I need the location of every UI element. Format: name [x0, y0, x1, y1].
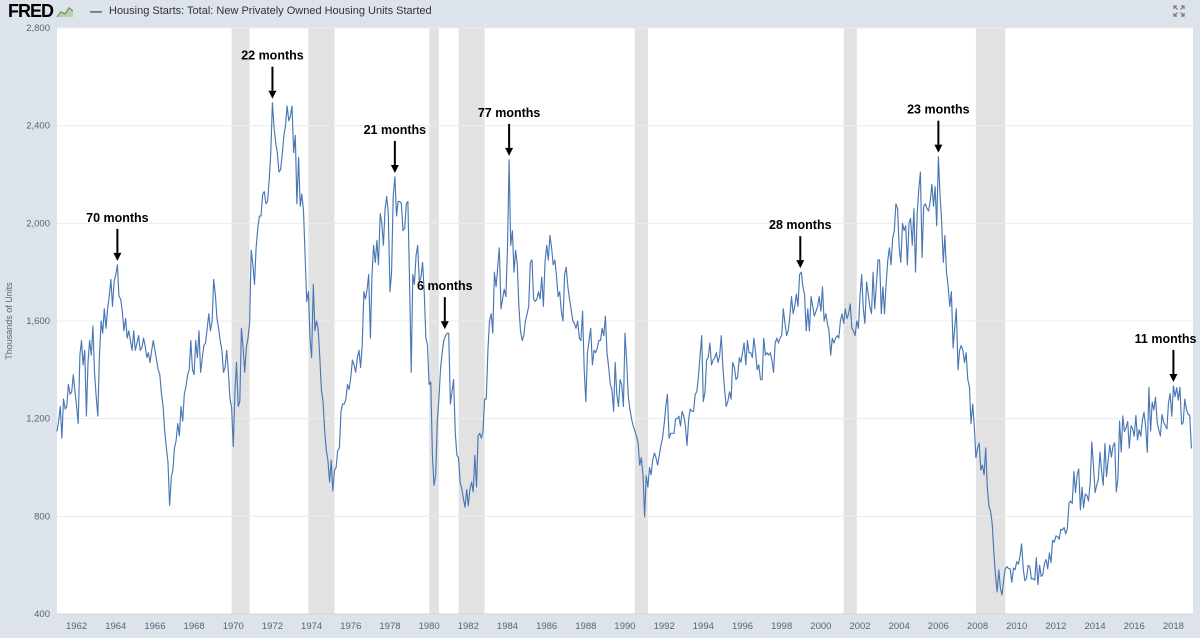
x-tick-label: 2018 — [1163, 621, 1184, 632]
x-tick-label: 2016 — [1124, 621, 1145, 632]
x-tick-label: 1972 — [262, 621, 283, 632]
annotation-label: 11 months — [1135, 332, 1197, 346]
x-tick-label: 1970 — [223, 621, 244, 632]
fred-logo-chart-icon — [56, 6, 74, 18]
fred-logo: FRED — [8, 1, 54, 21]
housing-starts-series-line — [56, 102, 1192, 596]
x-tick-label: 1974 — [301, 621, 322, 632]
series-legend-dash: — — [90, 4, 102, 18]
annotation-label: 22 months — [241, 49, 304, 63]
x-tick-label: 1992 — [654, 621, 675, 632]
x-tick-label: 1964 — [105, 621, 126, 632]
x-tick-label: 2010 — [1006, 621, 1027, 632]
series-title: Housing Starts: Total: New Privately Own… — [109, 5, 432, 17]
annotation-arrow-head — [934, 144, 943, 153]
x-tick-label: 1984 — [497, 621, 518, 632]
y-tick-label: 2,000 — [26, 218, 50, 229]
annotation-arrow-head — [390, 164, 399, 173]
annotation-label: 70 months — [86, 211, 149, 225]
x-tick-label: 2012 — [1045, 621, 1066, 632]
chart-header: FRED — Housing Starts: Total: New Privat… — [0, 0, 1200, 22]
x-tick-label: 2000 — [810, 621, 831, 632]
expand-arrows-icon — [1173, 5, 1185, 17]
y-tick-label: 400 — [34, 609, 50, 620]
x-tick-label: 1980 — [419, 621, 440, 632]
y-tick-label: 1,600 — [26, 316, 50, 327]
x-tick-label: 1976 — [340, 621, 361, 632]
x-tick-label: 1966 — [144, 621, 165, 632]
x-tick-label: 1996 — [732, 621, 753, 632]
x-tick-label: 1994 — [693, 621, 714, 632]
annotation-label: 28 months — [769, 218, 832, 232]
annotation-arrow-head — [440, 321, 449, 330]
y-tick-label: 2,800 — [26, 23, 50, 34]
annotation-label: 21 months — [364, 123, 427, 137]
annotation-label: 77 months — [478, 106, 541, 120]
annotation-arrow-head — [1169, 373, 1178, 382]
x-tick-label: 2014 — [1084, 621, 1105, 632]
y-tick-label: 1,200 — [26, 414, 50, 425]
x-tick-label: 2004 — [889, 621, 910, 632]
annotation-label: 23 months — [907, 103, 970, 117]
x-tick-label: 2006 — [928, 621, 949, 632]
x-tick-label: 1986 — [536, 621, 557, 632]
annotation-arrow-head — [268, 90, 277, 99]
x-tick-label: 2008 — [967, 621, 988, 632]
x-tick-label: 1990 — [614, 621, 635, 632]
housing-starts-chart[interactable]: 400 800 1,200 1,600 2,000 2,400 2,800 1962 1964 1… — [0, 22, 1200, 638]
x-tick-label: 1962 — [66, 621, 87, 632]
x-tick-label: 1988 — [575, 621, 596, 632]
x-tick-label: 1998 — [771, 621, 792, 632]
y-tick-label: 800 — [34, 511, 50, 522]
y-axis-title: Thousands of Units — [4, 282, 14, 360]
annotation-arrow-head — [113, 252, 122, 261]
x-tick-label: 2002 — [849, 621, 870, 632]
annotation-label: 6 months — [417, 279, 473, 293]
x-tick-label: 1968 — [184, 621, 205, 632]
annotation-arrow-head — [505, 147, 514, 156]
expand-chart-button[interactable] — [1172, 4, 1186, 18]
y-tick-label: 2,400 — [26, 121, 50, 132]
annotation-arrow-head — [796, 260, 805, 269]
x-tick-label: 1982 — [458, 621, 479, 632]
x-tick-label: 1978 — [379, 621, 400, 632]
